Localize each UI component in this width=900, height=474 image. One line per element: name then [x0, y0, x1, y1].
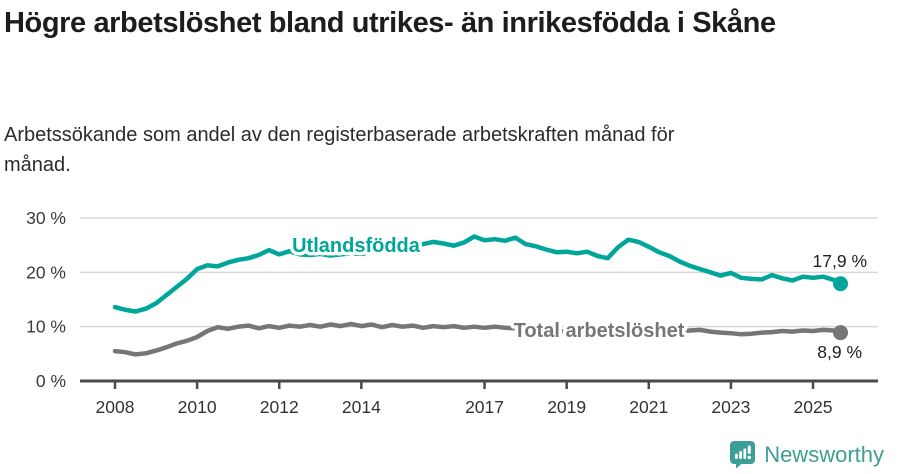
y-axis-tick-label: 30 %: [26, 208, 66, 228]
x-axis-tick-label: 2014: [342, 397, 381, 417]
x-axis-tick-label: 2023: [711, 397, 750, 417]
y-axis-tick-label: 10 %: [26, 317, 66, 337]
line-chart: 0 % 10 % 20 % 30 % 2008 2010 2012 2014 2017 2019 2…: [26, 208, 878, 417]
chart-subtitle: Arbetssökande som andel av den registerb…: [4, 124, 675, 176]
x-axis-tick-label: 2019: [547, 397, 586, 417]
x-axis-tick-label: 2010: [178, 397, 217, 417]
series-end-dot: [833, 325, 849, 341]
y-axis-tick-label: 20 %: [26, 262, 66, 282]
series-end-value-label: 17,9 %: [813, 251, 867, 271]
x-axis-tick-label: 2017: [465, 397, 504, 417]
x-axis-tick-label: 2012: [260, 397, 299, 417]
page-title: Högre arbetslöshet bland utrikes- än inr…: [4, 7, 776, 39]
series-end-value-label: 8,9 %: [817, 342, 862, 362]
x-axis-tick-label: 2021: [629, 397, 668, 417]
series-end-dot: [833, 276, 849, 292]
series-line: [112, 234, 843, 314]
series-line: [112, 321, 843, 357]
x-axis-tick-label: 2008: [96, 397, 135, 417]
x-axis-tick-label: 2025: [794, 397, 833, 417]
newsworthy-logo-icon: [730, 441, 756, 469]
brand-footer: Newsworthy: [729, 440, 884, 469]
series-label: Utlandsfödda: [292, 235, 421, 257]
y-axis-tick-label: 0 %: [36, 371, 66, 391]
brand-name: Newsworthy: [764, 441, 884, 467]
series-label: Total arbetslöshet: [514, 320, 685, 342]
